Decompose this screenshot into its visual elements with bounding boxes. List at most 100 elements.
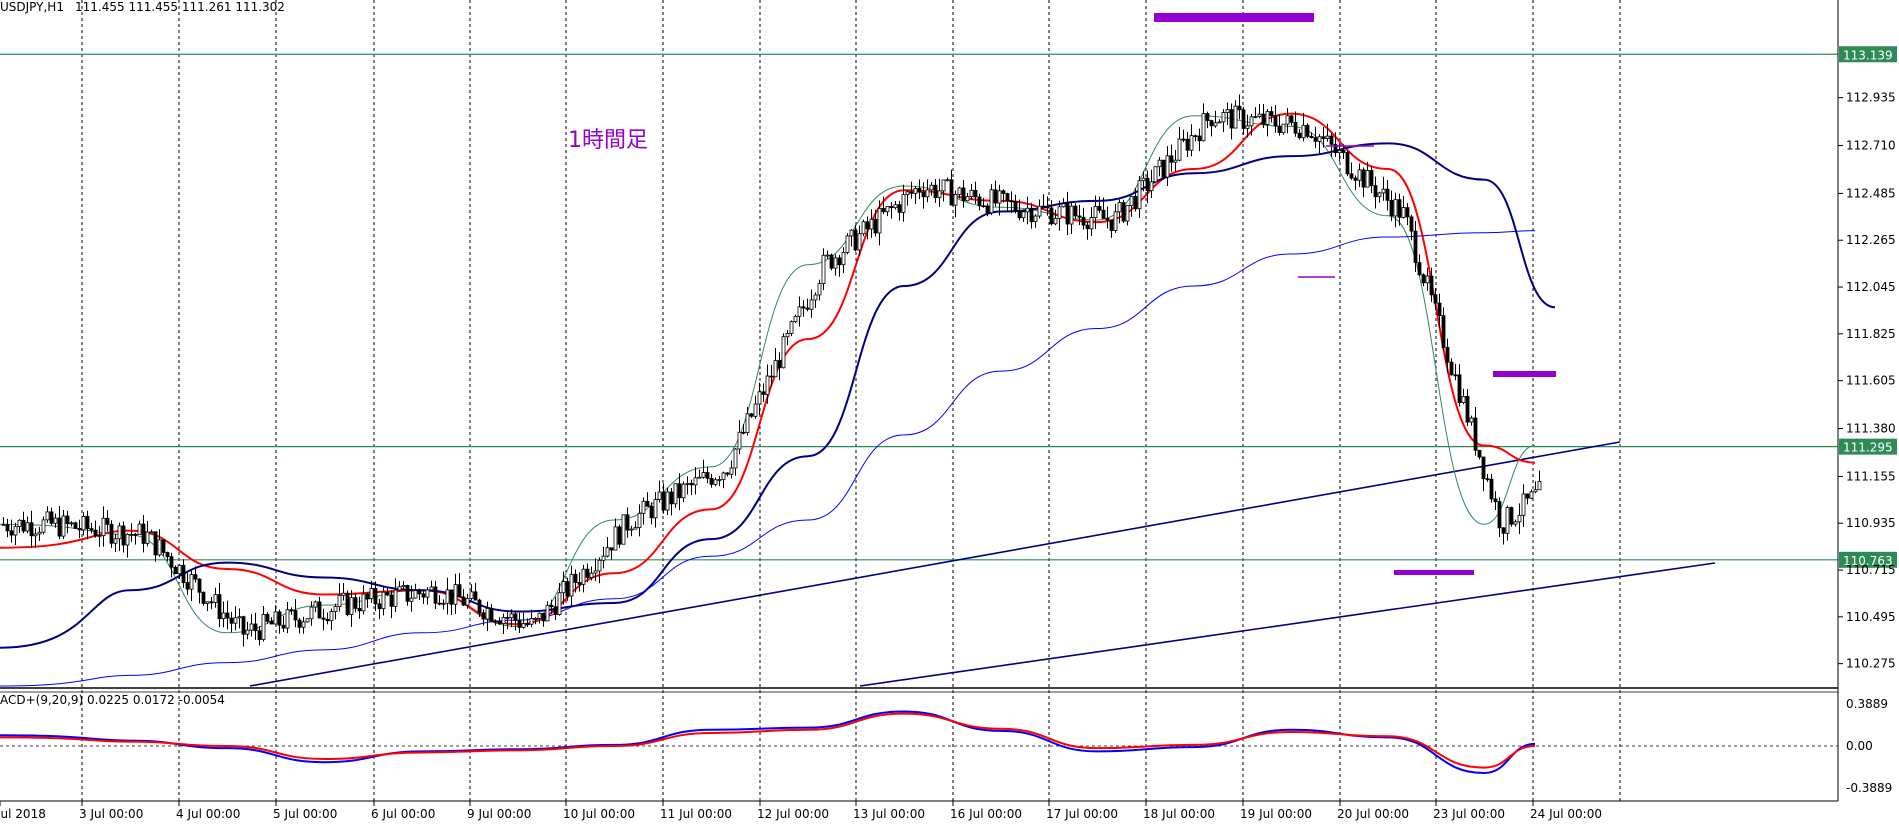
candle-body xyxy=(577,582,582,585)
candle-body xyxy=(1017,210,1022,219)
candle-body xyxy=(1377,192,1382,198)
candle-body xyxy=(1245,125,1250,129)
candle-body xyxy=(749,413,754,417)
trendline-upper[interactable] xyxy=(249,441,1621,687)
candle-body xyxy=(1413,230,1418,263)
candle-body xyxy=(853,229,858,251)
candle-body xyxy=(1533,489,1538,493)
candle-body xyxy=(433,586,438,604)
candle-body xyxy=(129,533,134,536)
candle-body xyxy=(949,179,954,206)
candle-body xyxy=(1205,113,1210,121)
candle-body xyxy=(1157,159,1162,168)
candle-body xyxy=(589,572,594,578)
candle-body xyxy=(557,592,562,615)
candle-body xyxy=(921,191,926,198)
candle-body xyxy=(1337,150,1342,154)
candle-body xyxy=(357,608,362,612)
candle-body xyxy=(445,589,450,604)
candle-body xyxy=(393,589,398,607)
price-tick-label: 112.710 xyxy=(1846,139,1896,153)
macd-tick-label: 0.00 xyxy=(1846,739,1873,753)
candle-body xyxy=(369,588,374,600)
candle-body xyxy=(705,472,710,479)
candle-body xyxy=(833,257,838,269)
candle-body xyxy=(513,613,518,621)
candle-body xyxy=(333,606,338,612)
candle-body xyxy=(1197,135,1202,142)
time-tick-label: 11 Jul 00:00 xyxy=(660,807,732,821)
candle-body xyxy=(385,591,390,596)
candle-body xyxy=(1273,115,1278,127)
candle-body xyxy=(1297,132,1302,139)
candle-body xyxy=(1349,173,1354,179)
candle-body xyxy=(1437,302,1442,317)
candle-body xyxy=(1369,169,1374,187)
candle-body xyxy=(337,594,342,608)
candle-body xyxy=(497,620,502,625)
candle-body xyxy=(473,591,478,601)
price-tick-label: 112.935 xyxy=(1846,91,1896,105)
candle-body xyxy=(1145,177,1150,191)
candle-body xyxy=(753,403,758,417)
candle-body xyxy=(1529,491,1534,499)
candle-body xyxy=(1177,138,1182,161)
candle-body xyxy=(1201,113,1206,142)
candle-body xyxy=(365,593,370,600)
candle-body xyxy=(1469,417,1474,423)
candle-body xyxy=(1341,150,1346,153)
candle-body xyxy=(53,517,58,524)
candle-body xyxy=(237,616,242,619)
candle-body xyxy=(681,483,686,499)
highlight-right[interactable] xyxy=(1493,371,1556,377)
candle-body xyxy=(197,578,202,593)
candle-body xyxy=(653,499,658,519)
candle-body xyxy=(945,179,950,182)
candle-body xyxy=(217,594,222,620)
candle-body xyxy=(1473,417,1478,451)
ma-fast-line xyxy=(0,115,1536,634)
candle-body xyxy=(401,585,406,588)
candle-body xyxy=(1401,207,1406,218)
candle-body xyxy=(221,612,226,620)
candle-body xyxy=(229,617,234,624)
candle-body xyxy=(1289,115,1294,123)
candle-body xyxy=(81,516,86,531)
candle-body xyxy=(1305,124,1310,137)
candle-body xyxy=(481,612,486,620)
candle-body xyxy=(837,257,842,266)
candle-body xyxy=(161,539,166,553)
price-tick-label: 110.715 xyxy=(1846,563,1896,577)
time-tick-label: 4 Jul 00:00 xyxy=(176,807,240,821)
highlight-bottom[interactable] xyxy=(1394,570,1474,575)
candle-body xyxy=(1169,155,1174,163)
candle-body xyxy=(157,539,162,556)
candle-body xyxy=(97,535,102,538)
candle-body xyxy=(1073,205,1078,217)
candle-body xyxy=(1033,215,1038,223)
candle-body xyxy=(1189,135,1194,151)
trendline-lower[interactable] xyxy=(859,562,1716,687)
candle-body xyxy=(937,190,942,198)
candle-body xyxy=(1445,346,1450,363)
macd-tick-label: -0.3889 xyxy=(1846,781,1892,795)
candle-body xyxy=(1237,105,1242,111)
macd-header: ACD+(9,20,9) 0.0225 0.0172 -0.0054 xyxy=(0,693,225,707)
candle-body xyxy=(1485,478,1490,481)
price-level-badge-text: 110.763 xyxy=(1843,554,1893,568)
candle-body xyxy=(913,188,918,194)
macd-main-line xyxy=(0,710,1536,774)
highlight-top[interactable] xyxy=(1154,13,1314,22)
candle-body xyxy=(1405,207,1410,218)
candle-body xyxy=(609,547,614,551)
candle-body xyxy=(1085,224,1090,230)
candle-body xyxy=(57,517,62,537)
candle-body xyxy=(389,594,394,607)
candle-body xyxy=(841,252,846,266)
candle-body xyxy=(257,630,262,640)
candle-body xyxy=(1381,188,1386,194)
candle-body xyxy=(909,191,914,194)
candle-body xyxy=(1505,507,1510,534)
candle-body xyxy=(1249,116,1254,127)
